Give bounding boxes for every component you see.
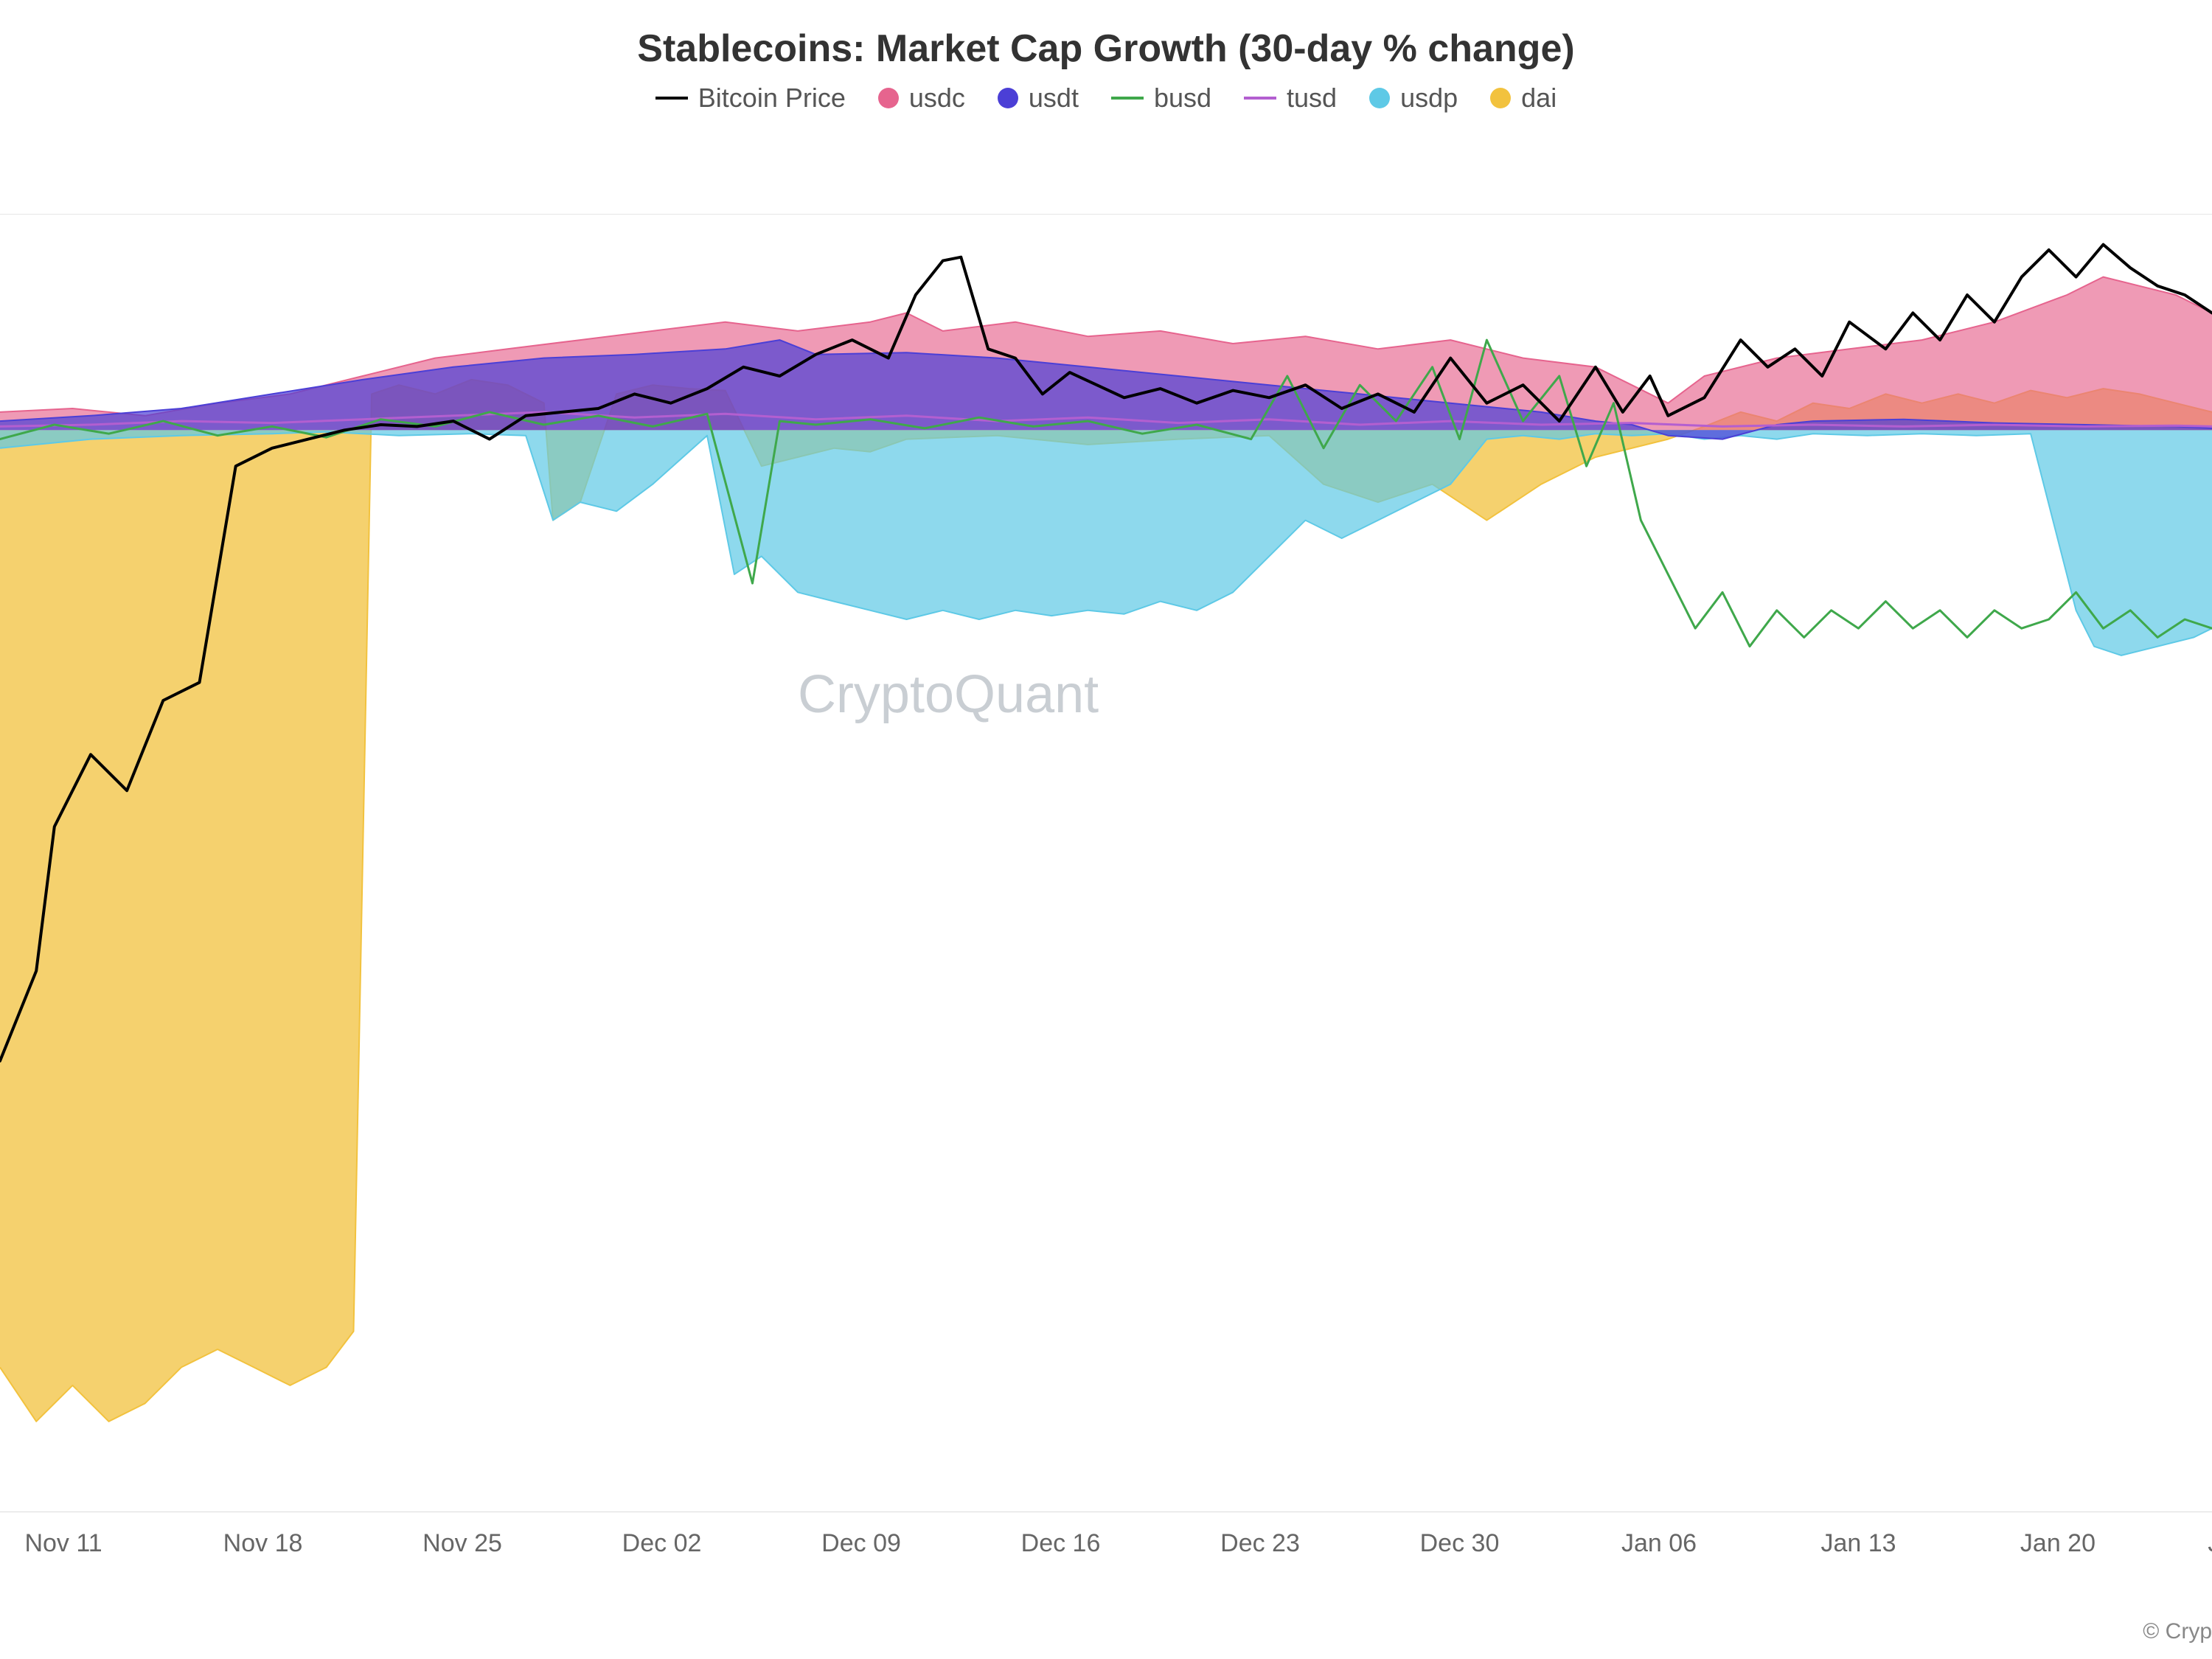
legend-item-bitcoin[interactable]: Bitcoin Price bbox=[655, 83, 846, 114]
x-axis-label: Dec 16 bbox=[1021, 1529, 1101, 1558]
x-axis-label: Dec 09 bbox=[821, 1529, 901, 1558]
x-axis-label: Jan 13 bbox=[1820, 1529, 1896, 1558]
copyright: © Cryp bbox=[2143, 1619, 2212, 1644]
plot-area: CryptoQuant bbox=[0, 214, 2212, 1512]
legend-item-usdt[interactable]: usdt bbox=[998, 83, 1079, 114]
x-axis-label: Dec 02 bbox=[622, 1529, 702, 1558]
legend-item-tusd[interactable]: tusd bbox=[1244, 83, 1337, 114]
legend-swatch-dot bbox=[1490, 88, 1511, 108]
x-axis-label: Ja bbox=[2208, 1529, 2212, 1558]
legend-item-busd[interactable]: busd bbox=[1111, 83, 1211, 114]
plot-svg bbox=[0, 214, 2212, 1512]
legend-item-dai[interactable]: dai bbox=[1490, 83, 1557, 114]
x-axis-label: Nov 18 bbox=[223, 1529, 303, 1558]
legend-label: busd bbox=[1154, 83, 1211, 114]
legend-swatch-line bbox=[1244, 97, 1276, 100]
chart-container: Stablecoins: Market Cap Growth (30-day %… bbox=[0, 0, 2212, 1659]
legend-label: usdt bbox=[1029, 83, 1079, 114]
legend-label: usdp bbox=[1400, 83, 1458, 114]
chart-legend: Bitcoin Price usdc usdt busd tusd usdp dai bbox=[0, 83, 2212, 114]
legend-label: tusd bbox=[1287, 83, 1337, 114]
legend-item-usdp[interactable]: usdp bbox=[1369, 83, 1458, 114]
legend-item-usdc[interactable]: usdc bbox=[878, 83, 965, 114]
chart-title: Stablecoins: Market Cap Growth (30-day %… bbox=[0, 27, 2212, 71]
legend-label: dai bbox=[1521, 83, 1557, 114]
x-axis-label: Jan 20 bbox=[2020, 1529, 2096, 1558]
legend-swatch-dot bbox=[1369, 88, 1390, 108]
x-axis-label: Dec 30 bbox=[1420, 1529, 1500, 1558]
x-axis-label: Nov 11 bbox=[24, 1529, 102, 1558]
x-axis-label: Nov 25 bbox=[422, 1529, 502, 1558]
legend-swatch-dot bbox=[878, 88, 899, 108]
legend-swatch-line bbox=[655, 97, 688, 100]
x-axis-label: Dec 23 bbox=[1220, 1529, 1300, 1558]
legend-swatch-line bbox=[1111, 97, 1144, 100]
x-axis-labels: Nov 11 Nov 18 Nov 25 Dec 02 Dec 09 Dec 16 Dec … bbox=[0, 1529, 2212, 1573]
x-axis-label: Jan 06 bbox=[1621, 1529, 1697, 1558]
legend-label: Bitcoin Price bbox=[698, 83, 846, 114]
legend-label: usdc bbox=[909, 83, 965, 114]
legend-swatch-dot bbox=[998, 88, 1018, 108]
